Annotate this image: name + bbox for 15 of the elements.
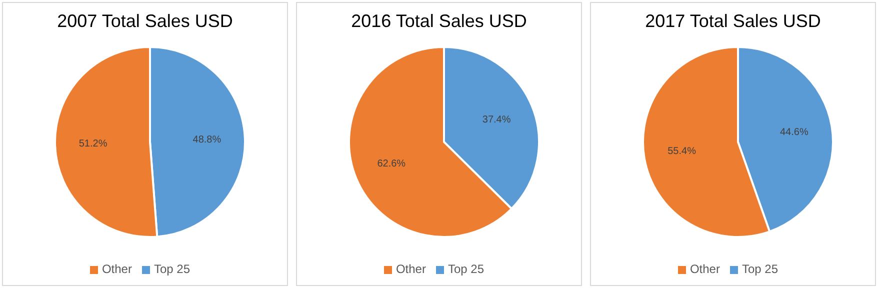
legend-label: Top 25 — [154, 262, 190, 276]
data-label: 51.2% — [78, 138, 108, 150]
legend-label: Top 25 — [742, 262, 778, 276]
legend-label: Other — [102, 262, 132, 276]
data-label: 55.4% — [668, 146, 696, 158]
legend-label: Other — [690, 262, 720, 276]
data-label: 62.6% — [377, 158, 406, 170]
data-label: 37.4% — [482, 114, 511, 126]
data-label: 44.6% — [780, 126, 808, 138]
data-label: 48.8% — [192, 134, 222, 146]
chart-title: 2017 Total Sales USD — [644, 11, 822, 33]
legend-label: Other — [396, 262, 426, 276]
legend-label: Top 25 — [448, 262, 484, 276]
chart-title: 2016 Total Sales USD — [350, 11, 528, 33]
chart-title: 2007 Total Sales USD — [56, 11, 234, 33]
